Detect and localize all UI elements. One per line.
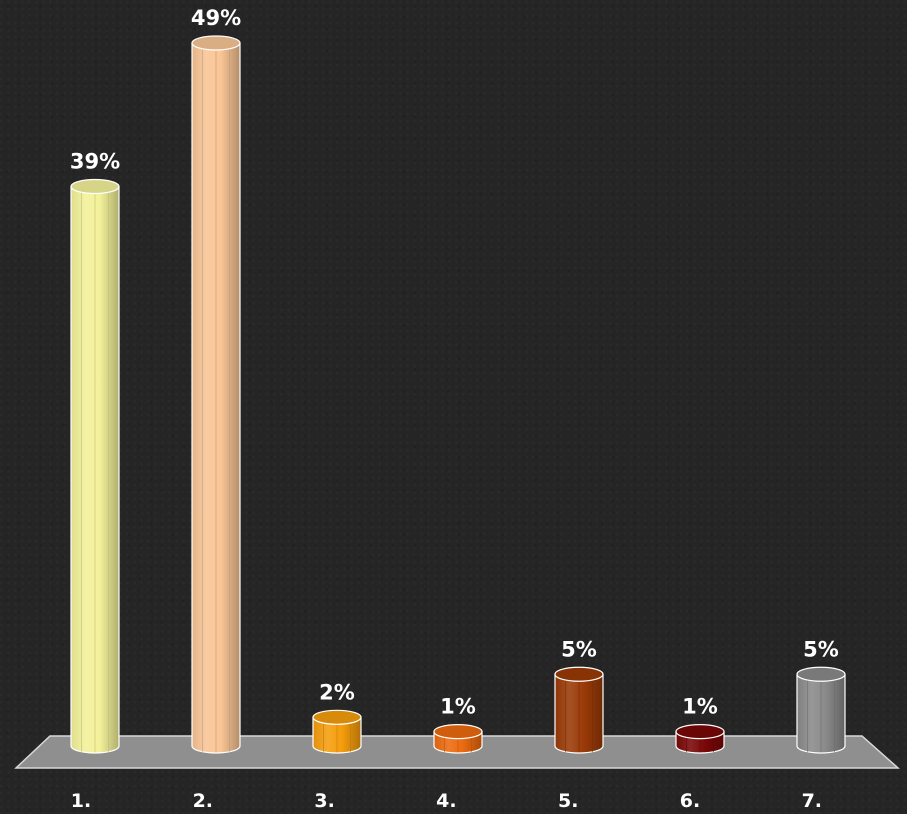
data-label: 1% bbox=[440, 695, 476, 719]
x-tick-label: 4. bbox=[436, 790, 456, 812]
data-label: 1% bbox=[682, 695, 718, 719]
bar-7 bbox=[796, 666, 846, 754]
x-tick-label: 6. bbox=[680, 790, 700, 812]
bar-1 bbox=[70, 178, 120, 754]
bar-2 bbox=[191, 35, 241, 754]
bar-3 bbox=[312, 709, 362, 754]
bar-5 bbox=[554, 666, 604, 754]
x-tick-label: 2. bbox=[193, 790, 213, 812]
bar-top-cap bbox=[191, 35, 241, 51]
x-tick-label: 1. bbox=[71, 790, 91, 812]
data-label: 5% bbox=[561, 637, 597, 661]
bar-top-cap bbox=[796, 666, 846, 682]
bar-top-cap bbox=[675, 724, 725, 740]
bar-6 bbox=[675, 724, 725, 754]
data-label: 49% bbox=[191, 6, 241, 30]
bar-top-cap bbox=[312, 709, 362, 725]
bar-top-cap bbox=[70, 178, 120, 195]
data-label: 2% bbox=[319, 680, 355, 704]
x-tick-label: 3. bbox=[314, 790, 334, 812]
data-label: 39% bbox=[70, 149, 120, 173]
bar-4 bbox=[433, 724, 483, 754]
data-label: 5% bbox=[803, 637, 839, 661]
x-tick-label: 7. bbox=[802, 790, 822, 812]
x-tick-label: 5. bbox=[558, 790, 578, 812]
bar-top-cap bbox=[554, 666, 604, 682]
bar-top-cap bbox=[433, 724, 483, 740]
